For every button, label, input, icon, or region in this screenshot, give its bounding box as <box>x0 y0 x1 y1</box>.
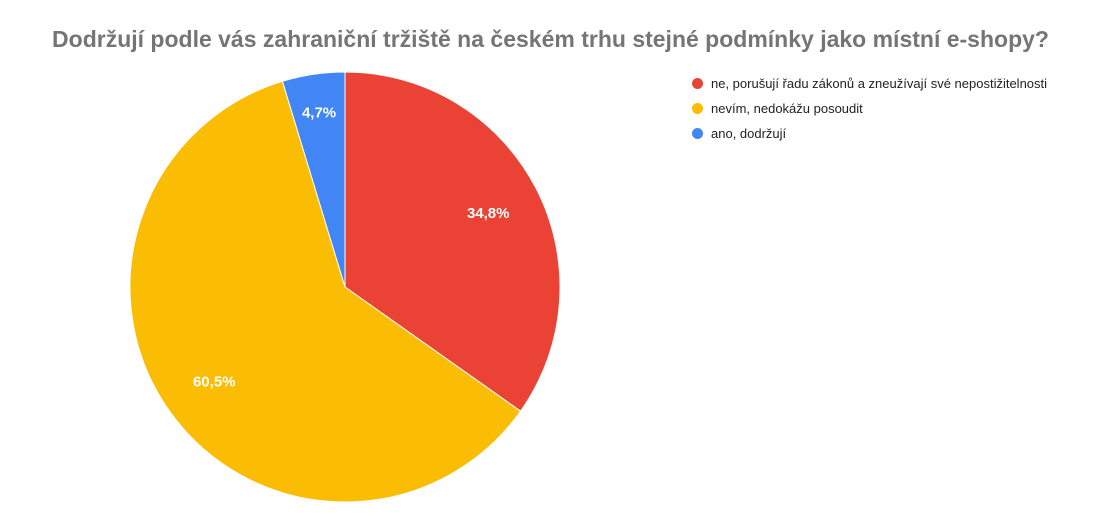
legend-dot-icon <box>692 103 703 114</box>
legend-dot-icon <box>692 78 703 89</box>
legend-label: ne, porušují řadu zákonů a zneužívají sv… <box>711 76 1048 91</box>
pie-slice-1 <box>129 80 522 503</box>
data-label-1: 60,5% <box>193 373 236 390</box>
data-label-2: 4,7% <box>302 105 336 122</box>
legend-item: ano, dodržují <box>692 121 1047 146</box>
chart-title: Dodržují podle vás zahraniční tržiště na… <box>52 26 1049 52</box>
legend-dot-icon <box>692 128 703 139</box>
pie-slice-0 <box>344 71 561 412</box>
legend-item: nevím, nedokážu posoudit <box>692 96 1047 121</box>
data-label-0: 34,8% <box>467 205 510 222</box>
legend: ne, porušují řadu zákonů a zneužívají sv… <box>692 71 1047 146</box>
pie-slice-2 <box>281 71 346 288</box>
legend-item: ne, porušují řadu zákonů a zneužívají sv… <box>692 71 1047 96</box>
legend-label: ano, dodržují <box>711 126 787 141</box>
legend-label: nevím, nedokážu posoudit <box>711 101 863 116</box>
